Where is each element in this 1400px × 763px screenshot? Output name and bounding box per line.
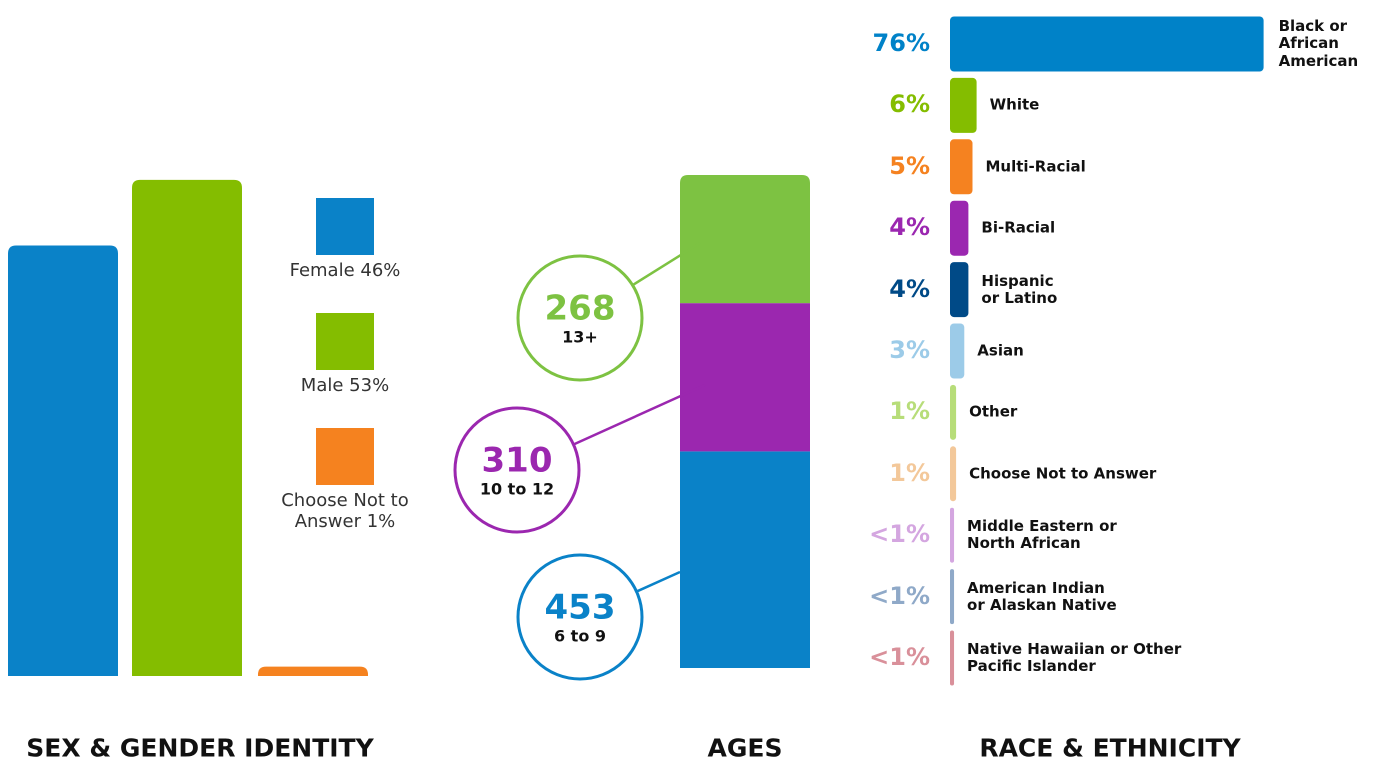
callout-category: 10 to 12 xyxy=(479,479,555,499)
value-label: 4% xyxy=(889,213,930,242)
callout-label: 310 10 to 12 xyxy=(457,440,577,499)
legend-category: Male xyxy=(300,375,344,396)
legend-label: Female 46% xyxy=(265,260,425,282)
bar xyxy=(950,630,955,686)
category-label: Asian xyxy=(977,341,1024,360)
category-label: Black or African American xyxy=(1278,17,1359,70)
callout-category: 13+ xyxy=(562,327,598,347)
value-label: 1% xyxy=(889,459,930,487)
callout-label: 453 6 to 9 xyxy=(520,587,640,646)
bar xyxy=(8,245,118,676)
bar xyxy=(950,323,965,379)
bar-segment xyxy=(680,175,810,304)
category-label: Other xyxy=(969,402,1018,421)
legend-swatch xyxy=(316,198,374,255)
legend-swatch xyxy=(316,428,374,485)
legend-label: Choose Not to Answer 1% xyxy=(265,490,425,532)
value-label: 6% xyxy=(889,90,930,119)
bar-segment xyxy=(680,303,810,452)
bar xyxy=(132,179,242,677)
value-label: 4% xyxy=(889,274,930,303)
bar xyxy=(950,384,957,440)
legend-value: 1% xyxy=(366,510,396,532)
bar xyxy=(950,77,977,133)
bar xyxy=(950,262,969,318)
category-label: Middle Eastern or North African xyxy=(967,516,1117,553)
callout-circle xyxy=(516,254,644,382)
category-label: Multi-Racial xyxy=(985,157,1086,176)
bar xyxy=(950,507,955,563)
value-label: 5% xyxy=(889,152,930,180)
value-label: <1% xyxy=(869,643,930,672)
chart-title: RACE & ETHNICITY xyxy=(979,733,1241,763)
bar xyxy=(950,569,955,625)
value-label: 76% xyxy=(872,29,930,58)
callout-category: 6 to 9 xyxy=(553,626,607,646)
callout-value: 310 xyxy=(481,440,553,481)
category-label: Hispanic or Latino xyxy=(981,271,1058,307)
leader-line xyxy=(631,241,701,287)
callout-value: 453 xyxy=(544,587,616,628)
chart-title: SEX & GENDER IDENTITY xyxy=(26,733,374,763)
category-label: White xyxy=(989,95,1040,114)
category-label: Bi-Racial xyxy=(981,218,1056,237)
legend-category: Female xyxy=(289,260,355,281)
callout-circle xyxy=(453,406,581,534)
value-label: 3% xyxy=(889,336,930,365)
value-label: 1% xyxy=(889,397,930,426)
value-label: <1% xyxy=(869,520,930,549)
bar xyxy=(258,666,368,676)
callout-circle xyxy=(516,553,644,681)
category-label: Native Hawaiian or Other Pacific Islande… xyxy=(967,639,1182,675)
legend-swatch xyxy=(316,313,374,370)
category-label: Choose Not to Answer xyxy=(969,464,1157,483)
callout-label: 268 13+ xyxy=(520,288,640,347)
bar xyxy=(950,200,969,256)
leader-line xyxy=(636,570,681,593)
legend-value: 46% xyxy=(360,260,401,281)
legend-label: Male 53% xyxy=(265,375,425,397)
legend-value: 53% xyxy=(349,375,390,396)
bar xyxy=(950,139,973,195)
callout-value: 268 xyxy=(544,288,616,329)
legend-category: Choose Not to Answer xyxy=(281,490,409,532)
category-label: American Indian or Alaskan Native xyxy=(967,578,1117,614)
leader-line xyxy=(572,383,706,446)
bar-segment xyxy=(680,451,810,668)
chart-title: AGES xyxy=(707,733,783,763)
bar xyxy=(950,16,1264,72)
bar xyxy=(950,446,957,502)
value-label: <1% xyxy=(869,581,930,610)
